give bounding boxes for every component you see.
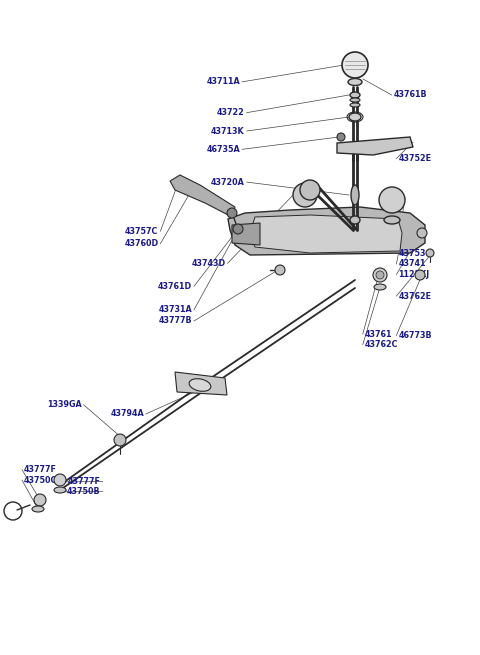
Text: 43720A: 43720A [211, 178, 245, 187]
Text: 43750G: 43750G [24, 476, 58, 485]
Text: 43713K: 43713K [211, 126, 245, 136]
Text: 1125KJ: 1125KJ [398, 270, 430, 279]
Circle shape [376, 271, 384, 279]
Circle shape [54, 474, 66, 486]
Text: 43752E: 43752E [398, 154, 432, 163]
Text: 43762C: 43762C [365, 340, 398, 349]
Text: 43743D: 43743D [192, 259, 226, 268]
Ellipse shape [350, 92, 360, 98]
Text: 43762E: 43762E [398, 291, 432, 301]
Text: 46735A: 46735A [206, 145, 240, 154]
Ellipse shape [348, 79, 362, 86]
Circle shape [417, 228, 427, 238]
Circle shape [337, 133, 345, 141]
Text: 43757C: 43757C [125, 227, 158, 236]
Text: 46773B: 46773B [398, 331, 432, 340]
Circle shape [233, 224, 243, 234]
Text: 43750B: 43750B [67, 487, 101, 496]
Polygon shape [337, 137, 413, 155]
Ellipse shape [350, 98, 360, 102]
Polygon shape [250, 215, 402, 253]
Text: 43777F: 43777F [24, 465, 57, 474]
Ellipse shape [189, 379, 211, 391]
Ellipse shape [32, 506, 44, 512]
Text: 43731A: 43731A [158, 305, 192, 314]
Circle shape [34, 494, 46, 506]
Ellipse shape [351, 185, 359, 205]
Circle shape [342, 52, 368, 78]
Text: 43753: 43753 [398, 249, 426, 258]
Circle shape [114, 434, 126, 446]
Text: 43777F: 43777F [68, 477, 101, 486]
Ellipse shape [374, 284, 386, 290]
Text: 43794A: 43794A [110, 409, 144, 419]
Circle shape [415, 270, 425, 280]
Text: 43761: 43761 [365, 329, 392, 339]
Text: 1339GA: 1339GA [47, 400, 82, 409]
Polygon shape [170, 175, 235, 217]
Circle shape [379, 187, 405, 213]
Ellipse shape [350, 103, 360, 107]
Text: 43711A: 43711A [206, 77, 240, 86]
Circle shape [426, 249, 434, 257]
Polygon shape [228, 207, 425, 255]
Circle shape [373, 268, 387, 282]
Circle shape [293, 183, 317, 207]
Text: 43777B: 43777B [158, 316, 192, 326]
Text: 43722: 43722 [217, 108, 245, 117]
Text: 43760D: 43760D [124, 239, 158, 248]
Polygon shape [232, 223, 260, 245]
Text: 43761D: 43761D [158, 282, 192, 291]
Ellipse shape [384, 216, 400, 224]
Ellipse shape [350, 216, 360, 224]
Circle shape [275, 265, 285, 275]
Ellipse shape [349, 113, 361, 121]
Polygon shape [175, 372, 227, 395]
Circle shape [227, 208, 237, 218]
Text: 43741: 43741 [398, 259, 426, 269]
Circle shape [300, 180, 320, 200]
Text: 43761B: 43761B [394, 90, 427, 100]
Ellipse shape [54, 487, 66, 493]
